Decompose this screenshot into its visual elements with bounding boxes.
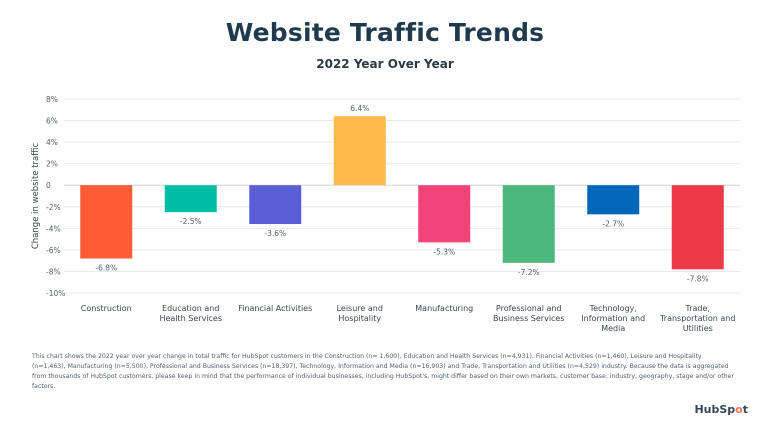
bar	[502, 185, 555, 263]
x-tick-label: Utilities	[683, 324, 713, 333]
data-label: -6.8%	[95, 264, 117, 273]
x-tick-label: Hospitality	[338, 314, 381, 323]
bar	[164, 185, 217, 213]
chart-title: Website Traffic Trends	[225, 18, 545, 47]
x-tick-label: Financial Activities	[238, 304, 312, 313]
x-tick-label: Transportation and	[659, 314, 735, 323]
y-tick-label: 6%	[46, 117, 58, 126]
y-tick-label: -6%	[46, 246, 61, 255]
x-tick-label: Professional and	[496, 304, 562, 313]
data-label: 6.4%	[350, 104, 369, 113]
footnote: This chart shows the 2022 year over year…	[32, 353, 734, 390]
bar	[418, 185, 471, 243]
y-tick-label: 4%	[46, 138, 58, 147]
y-tick-label: 8%	[46, 95, 58, 104]
bar-chart: 8% 6% 4% 2% 0 -2% -4% -6% -8% -10% Change in websi…	[31, 95, 740, 333]
y-axis-label: Change in website traffic	[31, 143, 41, 250]
data-label: -2.5%	[180, 217, 202, 226]
x-tick-label: Leisure and	[337, 304, 383, 313]
data-label: -5.3%	[433, 247, 455, 256]
x-tick-label: Business Services	[493, 314, 565, 323]
chart-subtitle: 2022 Year Over Year	[316, 57, 454, 71]
x-tick-label: Education and	[162, 304, 219, 313]
x-tick-label: Manufacturing	[415, 304, 473, 313]
x-tick-label: Information and	[581, 314, 645, 323]
x-tick-label: Construction	[81, 304, 132, 313]
bar	[249, 185, 302, 225]
y-tick-label: -2%	[46, 203, 61, 212]
hubspot-logo: HubSpot	[694, 403, 748, 416]
x-tick-label: Health Services	[159, 314, 222, 323]
bar	[671, 185, 724, 270]
y-tick-label: 2%	[46, 160, 58, 169]
bar	[80, 185, 133, 259]
data-label: -3.6%	[264, 229, 286, 238]
y-tick-label: -4%	[46, 224, 61, 233]
data-label: -7.8%	[687, 274, 709, 283]
bar	[333, 116, 386, 186]
bar	[587, 185, 640, 215]
x-tick-label: Media	[601, 324, 625, 333]
x-tick-label: Technology,	[589, 304, 637, 313]
y-tick-label: -8%	[46, 267, 61, 276]
x-tick-label: Trade,	[685, 304, 710, 313]
y-tick-label: 0	[46, 181, 51, 190]
data-label: -7.2%	[518, 268, 540, 277]
data-label: -2.7%	[602, 219, 624, 228]
y-tick-label: -10%	[46, 289, 65, 298]
